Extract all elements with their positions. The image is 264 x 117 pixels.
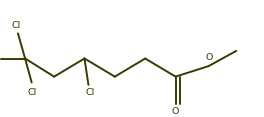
Text: O: O	[206, 53, 213, 62]
Text: Cl: Cl	[11, 21, 21, 30]
Text: Cl: Cl	[85, 88, 95, 97]
Text: Cl: Cl	[27, 88, 37, 97]
Text: O: O	[172, 107, 179, 116]
